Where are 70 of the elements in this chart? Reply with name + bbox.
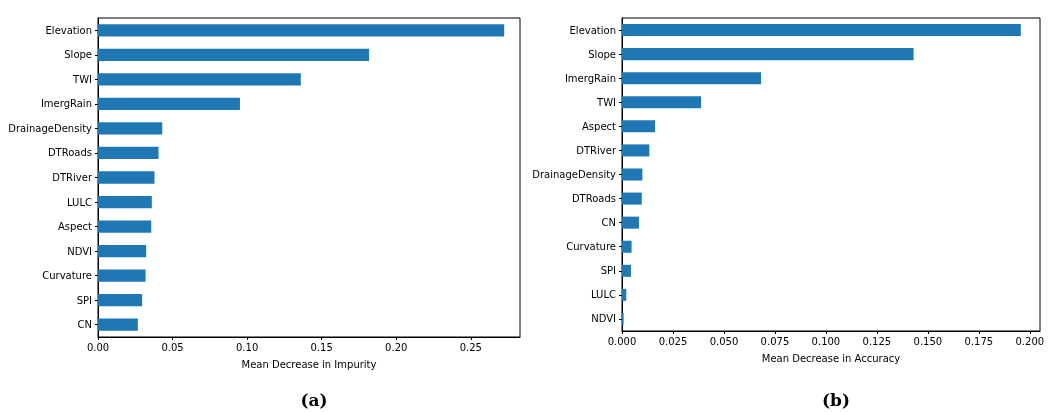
y-tick-label: CN (77, 319, 92, 331)
x-axis-title: Mean Decrease in Impurity (241, 358, 377, 370)
y-tick-label: DTRoads (47, 147, 92, 159)
y-tick-label: DTRiver (52, 172, 93, 183)
y-tick-label: SPI (600, 265, 616, 277)
bar (622, 168, 643, 181)
y-tick-label: LULC (591, 289, 617, 301)
y-tick-label: DrainageDensity (8, 122, 93, 134)
x-tick-label: 0.20 (385, 341, 408, 353)
bar (622, 144, 650, 157)
bar (98, 146, 159, 160)
bar (622, 192, 642, 205)
bar (98, 244, 147, 258)
x-axis-title: Mean Decrease in Accuracy (761, 352, 901, 364)
bar (98, 24, 505, 37)
y-tick-label: Curvature (566, 241, 616, 253)
y-tick-label: ImergRain (40, 98, 92, 110)
x-tick-label: 0.050 (709, 335, 739, 347)
y-tick-label: Elevation (45, 24, 92, 36)
x-tick-label: 0.200 (1015, 335, 1045, 347)
text: (a) (300, 389, 328, 410)
bar (98, 269, 146, 282)
bar (622, 240, 632, 253)
bar (622, 216, 639, 229)
y-tick-label: TWI (72, 73, 92, 85)
bar (98, 48, 370, 61)
x-tick-label: 0.10 (235, 341, 259, 353)
x-tick-label: 0.075 (760, 335, 790, 347)
y-tick-label: Slope (64, 49, 92, 61)
x-tick-label: 0.100 (811, 335, 841, 347)
bar (622, 96, 702, 109)
x-tick-label: 0.15 (310, 341, 333, 353)
bar (622, 120, 656, 133)
x-tick-label: 0.00 (86, 341, 110, 353)
y-tick-label: Aspect (58, 221, 93, 233)
y-tick-label: CN (601, 217, 616, 229)
y-tick-label: DTRiver (576, 144, 617, 156)
y-tick-label: NDVI (591, 313, 616, 325)
bar (622, 264, 631, 277)
y-tick-label: TWI (596, 96, 616, 108)
x-tick-label: 0.000 (607, 335, 637, 347)
bar (622, 24, 1021, 37)
bar (622, 48, 914, 61)
x-tick-label: 0.05 (161, 341, 184, 353)
bar (622, 72, 762, 85)
x-tick-label: 0.175 (964, 335, 994, 347)
bar (98, 318, 138, 331)
x-tick-label: 0.150 (913, 335, 943, 347)
y-tick-label: SPI (76, 294, 92, 306)
y-tick-label: Aspect (582, 120, 617, 132)
y-tick-label: DTRoads (571, 193, 616, 205)
x-tick-label: 0.125 (862, 335, 892, 347)
bar (622, 288, 627, 301)
x-tick-label: 0.025 (658, 335, 688, 347)
bar (98, 195, 152, 209)
x-tick-label: 0.25 (459, 341, 482, 353)
text: (b) (822, 389, 850, 410)
y-tick-label: LULC (67, 196, 93, 208)
y-tick-label: Slope (588, 48, 616, 60)
bar (98, 294, 143, 307)
bar (98, 73, 301, 86)
y-tick-label: Curvature (42, 270, 92, 282)
bar (98, 171, 155, 184)
bar (98, 220, 152, 233)
y-tick-label: Elevation (569, 24, 616, 36)
y-tick-label: DrainageDensity (532, 169, 617, 180)
bar (98, 122, 163, 135)
y-tick-label: ImergRain (564, 72, 616, 84)
bar (98, 97, 240, 111)
y-tick-label: NDVI (67, 245, 92, 257)
